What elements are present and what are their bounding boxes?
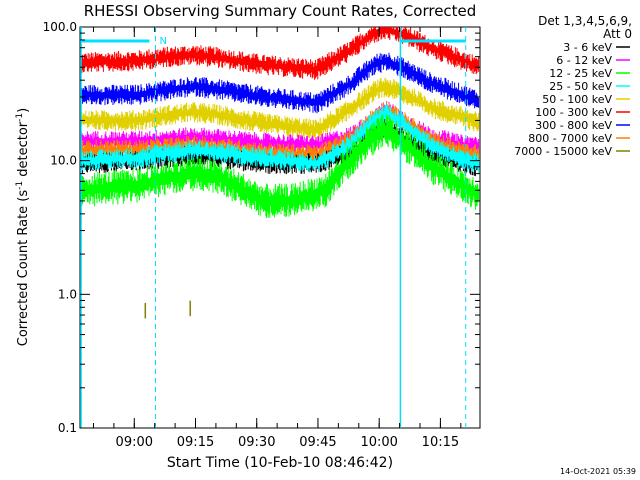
x-axis-label: Start Time (10-Feb-10 08:46:42): [167, 455, 393, 471]
y-tick-label: 1.0: [58, 287, 77, 301]
legend-label: 300 - 800 keV: [535, 119, 612, 132]
legend-label: 50 - 100 keV: [542, 93, 612, 106]
legend-label: 6 - 12 keV: [556, 54, 612, 67]
x-tick-label: 09:15: [177, 435, 214, 450]
series-layer: [80, 27, 480, 319]
x-tick-label: 09:00: [116, 435, 153, 450]
attenuator-markers: N: [80, 27, 467, 428]
y-axis: 0.1 1.0 10.0 100.0: [43, 20, 480, 435]
x-tick-label: 10:00: [360, 435, 397, 450]
legend-label: 25 - 50 keV: [549, 80, 612, 93]
x-tick-label: 09:30: [238, 435, 275, 450]
y-tick-label: 0.1: [58, 421, 77, 435]
y-axis-label: Corrected Count Rate (s-1 detector-1): [15, 108, 31, 346]
x-tick-label: 10:15: [422, 435, 459, 450]
legend-header-line-1: Det 1,3,4,5,6,9,: [538, 14, 632, 28]
legend-label: 800 - 7000 keV: [528, 132, 612, 145]
legend-header-line-2: Att 0: [603, 27, 632, 41]
plot-frame: [79, 26, 481, 429]
y-tick-label: 10.0: [50, 154, 77, 168]
chart-title: RHESSI Observing Summary Count Rates, Co…: [84, 2, 477, 20]
legend-label: 100 - 300 keV: [535, 106, 612, 119]
legend-label: 7000 - 15000 keV: [514, 145, 612, 158]
annotation-label: N: [160, 36, 167, 47]
legend-label: 3 - 6 keV: [563, 41, 612, 54]
x-tick-label: 09:45: [299, 435, 336, 450]
legend-label: 12 - 25 keV: [549, 67, 612, 80]
y-tick-label: 100.0: [43, 20, 77, 34]
timestamp: 14-Oct-2021 05:39: [560, 467, 636, 476]
x-axis: 09:00 09:15 09:30 09:45 10:00 10:15: [92, 27, 462, 450]
